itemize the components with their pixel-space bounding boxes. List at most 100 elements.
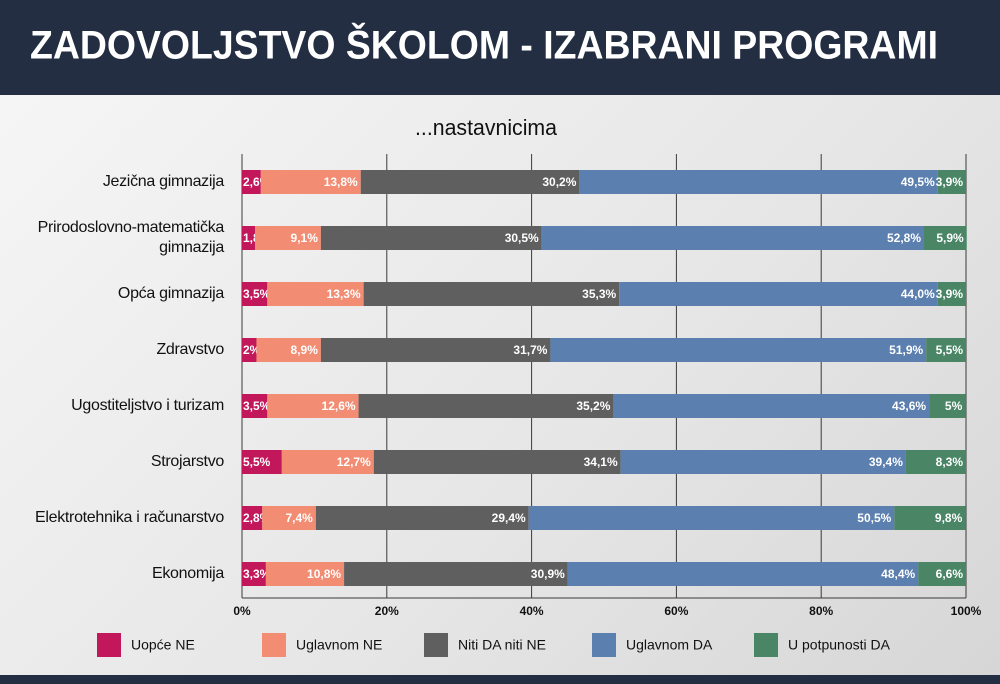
bar-segment [358,394,614,418]
category-label: Zdravstvo [156,341,224,358]
value-label: 3,9% [936,287,964,301]
value-label: 5,9% [936,231,964,245]
x-tick-label: 0% [233,604,251,618]
value-label: 8,9% [291,343,319,357]
bar-segment [242,450,282,474]
x-tick-label: 100% [951,604,982,618]
bar-segment [620,450,906,474]
bar-segment [242,562,266,586]
legend-label: Uopće NE [131,637,195,653]
bar-segment [242,226,256,250]
value-label: 31,7% [513,343,547,357]
bar-segment [918,562,966,586]
bar-segment [281,450,374,474]
value-label: 52,8% [887,231,921,245]
category-label: Opća gimnazija [117,285,224,302]
category-label: Strojarstvo [150,453,224,470]
legend-swatch [592,633,616,657]
x-tick-label: 80% [809,604,833,618]
value-label: 12,6% [322,399,356,413]
bar-segment [267,282,364,306]
value-label: 5,5% [936,343,964,357]
value-label: 10,8% [307,567,341,581]
legend-swatch [97,633,121,657]
value-label: 5% [945,399,963,413]
value-label: 51,9% [889,343,923,357]
value-label: 9,8% [935,511,963,525]
legend-swatch [754,633,778,657]
value-label: 49,5% [901,175,935,189]
value-label: 3,9% [936,175,964,189]
value-label: 6,6% [936,567,964,581]
value-label: 12,7% [337,455,371,469]
bar-segment [926,338,966,362]
value-label: 2% [243,343,261,357]
bar-segment [937,282,966,306]
legend-label: U potpunosti DA [788,637,891,653]
value-label: 3,5% [243,399,271,413]
value-label: 44,0% [901,287,935,301]
value-label: 30,9% [531,567,565,581]
category-label: Prirodoslovno-matematička gimnazija [37,219,225,256]
x-tick-label: 20% [375,604,399,618]
bar-segment [267,394,359,418]
bar-segment [894,506,966,530]
bar-segment [320,338,551,362]
value-label: 9,1% [291,231,319,245]
value-label: 5,5% [243,455,271,469]
value-label: 3,3% [243,567,271,581]
value-label: 39,4% [869,455,903,469]
x-tick-label: 60% [664,604,688,618]
legend-label: Niti DA niti NE [458,637,546,653]
bar-segment [619,282,938,306]
value-label: 35,2% [576,399,610,413]
bar-segment [579,170,938,194]
value-label: 30,5% [505,231,539,245]
bar-segment [242,506,263,530]
bar-segment [242,338,257,362]
value-label: 30,2% [542,175,576,189]
x-tick-label: 40% [520,604,544,618]
bar-segment [255,226,321,250]
bar-segment [550,338,927,362]
legend-swatch [262,633,286,657]
value-label: 13,3% [327,287,361,301]
bar-segment [924,226,967,250]
bar-segment [320,226,542,250]
bar-segment [360,170,580,194]
bar-segment [937,170,966,194]
bar-segment [541,226,925,250]
value-label: 35,3% [582,287,616,301]
bar-segment [256,338,321,362]
value-label: 13,8% [324,175,358,189]
chart-title: ZADOVOLJSTVO ŠKOLOM - IZABRANI PROGRAMI [30,22,938,68]
category-label: Ugostiteljstvo i turizam [71,397,224,414]
value-label: 48,4% [881,567,915,581]
header-bar [0,0,1000,95]
bar-segment [929,394,966,418]
value-label: 43,6% [892,399,926,413]
bar-segment [373,450,621,474]
bar-segment [613,394,930,418]
value-label: 50,5% [857,511,891,525]
bar-segment [242,282,268,306]
legend-swatch [424,633,448,657]
category-label: Elektrotehnika i računarstvo [34,509,224,526]
bar-segment [344,562,568,586]
chart-subtitle: ...nastavnicima [415,115,558,140]
value-label: 34,1% [584,455,618,469]
bar-segment [242,170,261,194]
legend-label: Uglavnom NE [296,637,382,653]
bar-segment [905,450,966,474]
bar-segment [363,282,620,306]
bar-segment [528,506,895,530]
bar-segment [315,506,529,530]
value-label: 3,5% [243,287,271,301]
bar-segment [567,562,919,586]
value-label: 29,4% [492,511,526,525]
footer-bar [0,675,1000,684]
value-label: 7,4% [285,511,313,525]
bar-segment [262,506,316,530]
